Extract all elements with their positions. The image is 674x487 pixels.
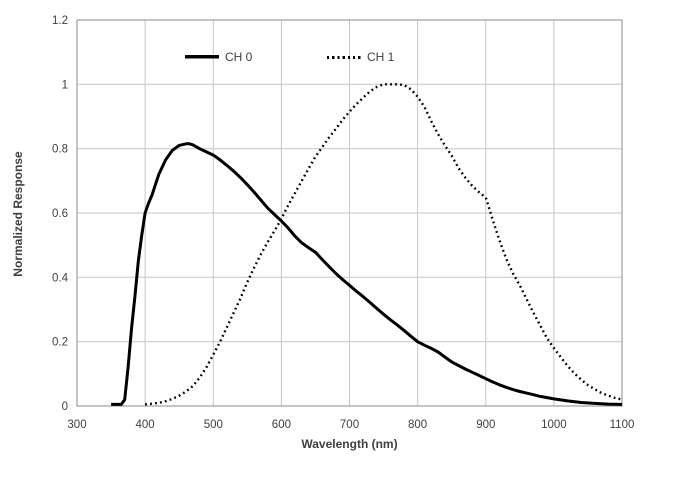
x-tick-label: 500 (204, 419, 223, 431)
plot-border (76, 19, 623, 407)
x-tick-label: 800 (408, 419, 427, 431)
x-tick-label: 900 (476, 419, 495, 431)
y-tick-label: 1.2 (52, 15, 68, 27)
y-tick-label: 0 (62, 401, 68, 413)
y-tick-label: 0.4 (52, 272, 69, 284)
curve-ch-1 (144, 83, 623, 406)
x-tick-label: 1000 (541, 419, 567, 431)
curve-ch-0 (111, 142, 623, 406)
y-tick-label: 0.6 (52, 208, 68, 220)
y-tick-label: 0.2 (52, 337, 68, 349)
x-tick-label: 600 (272, 419, 291, 431)
x-tick-label: 700 (340, 419, 359, 431)
x-axis-title: Wavelength (nm) (301, 437, 398, 451)
x-tick-label: 300 (67, 419, 86, 431)
x-tick-label: 1100 (610, 419, 635, 431)
x-tick-label: 400 (136, 419, 155, 431)
y-tick-label: 0.8 (52, 144, 68, 156)
y-tick-label: 1 (62, 79, 68, 91)
y-axis-title: Normalized Response (11, 151, 25, 277)
